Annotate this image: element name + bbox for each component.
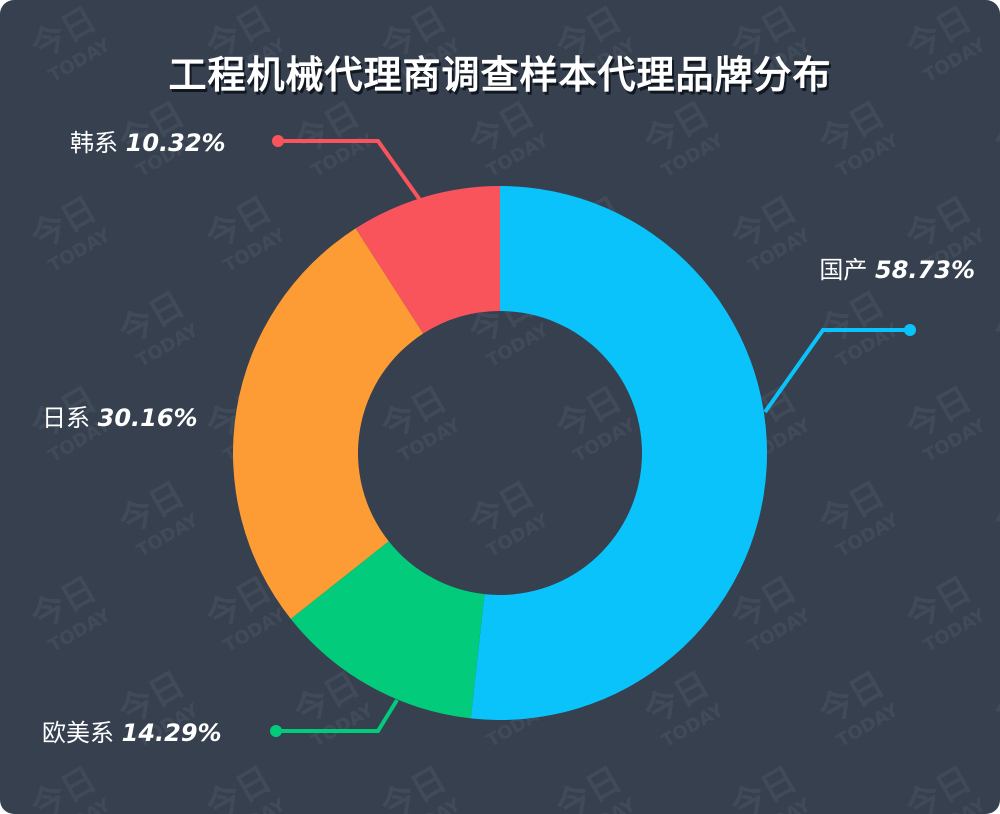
donut-slice xyxy=(470,186,768,720)
slice-labels: 国产 58.73% 欧美系 14.29% 日系 30.16% 韩系 10.32% xyxy=(42,129,975,747)
leader-line xyxy=(763,328,910,414)
slice-label-name: 国产 xyxy=(819,256,875,284)
donut-slice xyxy=(290,541,485,719)
watermark-glyph: 今日 xyxy=(988,664,1000,733)
slice-label-value: 10.32% xyxy=(126,129,226,157)
chart-title: 工程机械代理商调查样本代理品牌分布 xyxy=(168,53,832,97)
slice-label-name: 日系 xyxy=(42,404,98,432)
leader-line xyxy=(278,139,422,202)
donut-slices xyxy=(233,186,768,720)
slice-label-value: 14.29% xyxy=(122,719,222,747)
watermark-glyph: 今日 xyxy=(988,94,1000,163)
slice-label-name: 韩系 xyxy=(70,129,126,157)
leader-line xyxy=(276,698,399,733)
slice-label: 欧美系 14.29% xyxy=(42,719,222,747)
leader-dot xyxy=(904,324,916,336)
leader-dot xyxy=(272,135,284,147)
leader-lines xyxy=(270,135,916,737)
watermark-glyph: 今日 xyxy=(988,474,1000,543)
slice-label: 韩系 10.32% xyxy=(70,129,226,157)
slice-label-name: 欧美系 xyxy=(42,719,122,747)
donut-slice xyxy=(233,228,424,619)
slice-label-value: 30.16% xyxy=(98,404,198,432)
watermark-glyph: 今日 xyxy=(988,284,1000,353)
donut-slice xyxy=(355,186,500,334)
slice-label: 国产 58.73% xyxy=(819,256,975,284)
slice-label: 日系 30.16% xyxy=(42,404,198,432)
leader-dot xyxy=(270,725,282,737)
slice-label-value: 58.73% xyxy=(875,256,975,284)
